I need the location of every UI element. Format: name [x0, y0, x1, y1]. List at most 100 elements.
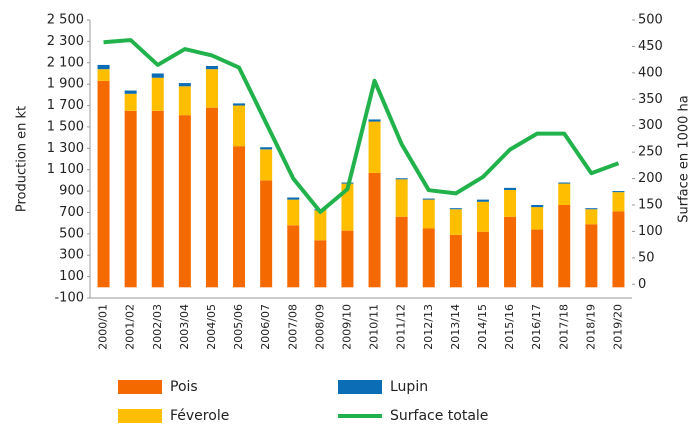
- bar: [124, 93, 137, 111]
- bar: [124, 110, 137, 288]
- legend-label: Lupin: [390, 379, 428, 395]
- bar: [368, 172, 381, 288]
- bar: [558, 182, 571, 184]
- bar: [531, 204, 544, 208]
- bar: [476, 199, 489, 202]
- y2-tick-label: 500: [638, 13, 663, 28]
- bar: [205, 69, 218, 108]
- bar: [178, 86, 191, 116]
- line: [103, 38, 620, 214]
- bar: [585, 209, 598, 225]
- x-tick-label: 2008/09: [313, 304, 326, 350]
- y2-tick-label: 100: [638, 224, 663, 239]
- legend-swatch: [118, 409, 162, 423]
- legend-swatch: [118, 380, 162, 394]
- bar: [178, 115, 191, 288]
- x-tick-label: 2001/02: [124, 304, 137, 350]
- y-tick-label: 1 100: [47, 162, 84, 177]
- x-tick-label: 2002/03: [151, 304, 164, 350]
- bar: [287, 197, 300, 200]
- bar: [531, 229, 544, 288]
- x-tick-label: 2019/20: [611, 304, 624, 350]
- bar: [531, 207, 544, 230]
- bar: [476, 231, 489, 288]
- bar: [151, 77, 164, 111]
- y-tick-label: 500: [59, 226, 84, 241]
- bar: [504, 187, 517, 191]
- bar: [422, 199, 435, 229]
- y-tick-label: 2 300: [47, 34, 84, 49]
- x-tick-label: 2004/05: [205, 304, 218, 350]
- legend-label: Surface totale: [390, 408, 488, 424]
- bar: [97, 69, 110, 81]
- y-tick-label: 700: [59, 205, 84, 220]
- bar: [585, 224, 598, 288]
- x-tick-label: 2018/19: [584, 304, 597, 350]
- bar: [314, 210, 327, 241]
- y-tick-label: 1 300: [47, 141, 84, 156]
- bar: [612, 192, 625, 212]
- bar: [205, 65, 218, 70]
- legend-label: Féverole: [170, 408, 229, 424]
- bar: [233, 105, 246, 147]
- bar: [205, 107, 218, 288]
- bar: [449, 208, 462, 210]
- bar: [260, 147, 273, 150]
- y-tick-label: 900: [59, 184, 84, 199]
- bar: [233, 146, 246, 288]
- bar: [314, 240, 327, 288]
- bar: [368, 119, 381, 122]
- x-tick-label: 2009/10: [340, 304, 353, 350]
- bar: [368, 121, 381, 173]
- bar: [97, 80, 110, 288]
- y2-tick-label: 250: [638, 145, 663, 160]
- bar: [341, 183, 354, 231]
- x-tick-label: 2005/06: [232, 304, 245, 350]
- y2-tick-label: 450: [638, 39, 663, 54]
- y2-tick-label: 400: [638, 65, 663, 80]
- x-tick-label: 2016/17: [530, 304, 543, 350]
- x-tick-label: 2017/18: [557, 304, 570, 350]
- bar: [422, 198, 435, 200]
- x-tick-label: 2012/13: [422, 304, 435, 350]
- bar: [287, 225, 300, 288]
- bar: [287, 199, 300, 226]
- bar: [612, 191, 625, 193]
- bar: [612, 211, 625, 288]
- bar: [395, 178, 408, 180]
- y-tick-label: -100: [54, 291, 84, 306]
- y2-tick-label: 50: [638, 250, 655, 265]
- x-tick-label: 2014/15: [476, 304, 489, 350]
- y-tick-label: 100: [59, 269, 84, 284]
- bar: [504, 190, 517, 217]
- bar: [395, 216, 408, 288]
- y2-tick-label: 350: [638, 92, 663, 107]
- bar: [504, 216, 517, 288]
- bar: [558, 183, 571, 205]
- bar: [260, 149, 273, 181]
- y-tick-label: 1 500: [47, 119, 84, 134]
- bar: [178, 83, 191, 87]
- bar: [585, 208, 598, 210]
- bar: [97, 64, 110, 70]
- bar: [151, 110, 164, 288]
- bar: [449, 234, 462, 288]
- y2-tick-label: 150: [638, 197, 663, 212]
- legend-swatch: [338, 380, 382, 394]
- bar: [341, 230, 354, 288]
- x-tick-label: 2011/12: [395, 304, 408, 350]
- x-tick-label: 2010/11: [368, 304, 381, 350]
- legend-label: Pois: [170, 379, 198, 395]
- y2-tick-label: 300: [638, 118, 663, 133]
- x-tick-label: 2000/01: [97, 304, 110, 350]
- bar: [422, 228, 435, 288]
- y-tick-label: 1 900: [47, 77, 84, 92]
- bar: [260, 180, 273, 288]
- x-tick-label: 2007/08: [286, 304, 299, 350]
- y-tick-label: 2 500: [47, 13, 84, 28]
- bar: [233, 103, 246, 106]
- bar: [151, 73, 164, 78]
- y2-axis-title: Surface en 1000 ha: [677, 95, 692, 222]
- y-tick-label: 1 700: [47, 98, 84, 113]
